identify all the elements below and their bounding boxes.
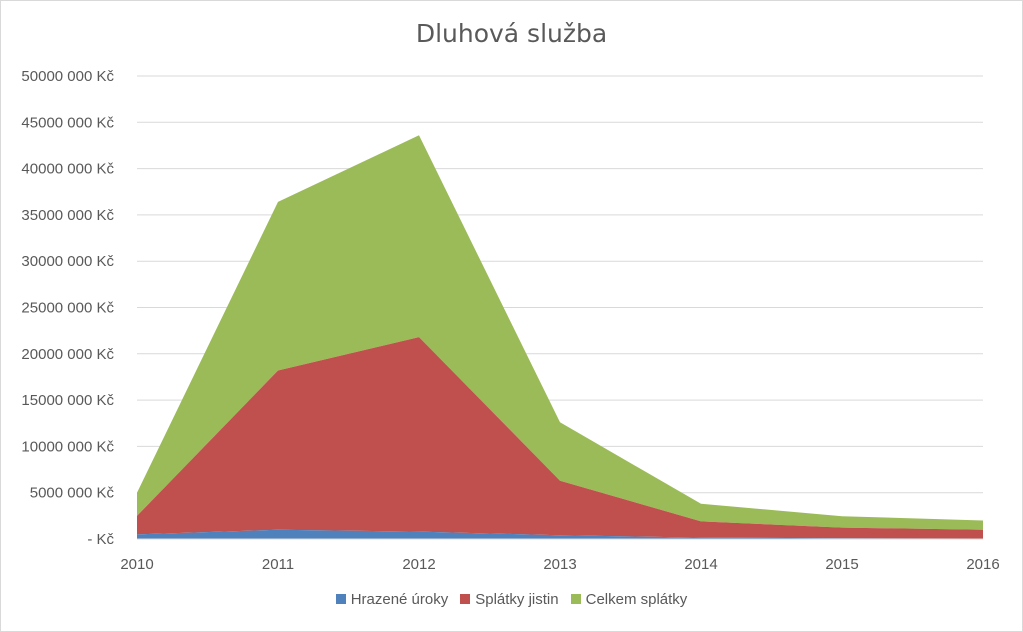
x-tick-label: 2012 bbox=[402, 556, 435, 573]
y-tick-label: 30000 000 Kč bbox=[21, 253, 114, 270]
area-series-2 bbox=[137, 337, 983, 539]
y-tick-label: 10000 000 Kč bbox=[21, 438, 114, 455]
x-tick-label: 2014 bbox=[684, 556, 717, 573]
y-tick-label: 45000 000 Kč bbox=[21, 114, 114, 131]
y-tick-label: 40000 000 Kč bbox=[21, 161, 114, 178]
x-tick-label: 2015 bbox=[825, 556, 858, 573]
y-tick-label: 50000 000 Kč bbox=[21, 68, 114, 85]
y-tick-label: 15000 000 Kč bbox=[21, 392, 114, 409]
legend-swatch bbox=[570, 594, 581, 604]
x-tick-label: 2011 bbox=[262, 556, 294, 573]
area-series-3 bbox=[137, 135, 983, 530]
y-tick-label: - Kč bbox=[87, 531, 114, 548]
area-series-1 bbox=[137, 529, 983, 539]
x-tick-label: 2010 bbox=[120, 556, 153, 573]
x-tick-label: 2013 bbox=[543, 556, 576, 573]
chart-legend: Hrazené úroky Splátky jistin Celkem splátk… bbox=[1, 591, 1022, 608]
legend-item: Hrazené úroky bbox=[335, 591, 449, 608]
legend-label: Hrazené úroky bbox=[350, 591, 449, 608]
legend-item: Splátky jistin bbox=[460, 591, 559, 608]
y-tick-label: 5000 000 Kč bbox=[30, 485, 115, 502]
x-tick-label: 2016 bbox=[966, 556, 999, 573]
y-tick-label: 25000 000 Kč bbox=[21, 300, 114, 317]
legend-swatch bbox=[335, 594, 346, 604]
y-tick-label: 35000 000 Kč bbox=[21, 207, 114, 224]
y-tick-label: 20000 000 Kč bbox=[21, 346, 114, 363]
legend-label: Celkem splátky bbox=[585, 591, 688, 608]
legend-swatch bbox=[460, 594, 471, 604]
legend-item: Celkem splátky bbox=[570, 591, 688, 608]
chart-title: Dluhová služba bbox=[415, 19, 608, 48]
legend-label: Splátky jistin bbox=[475, 591, 559, 608]
